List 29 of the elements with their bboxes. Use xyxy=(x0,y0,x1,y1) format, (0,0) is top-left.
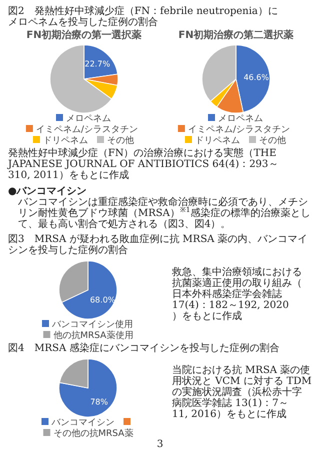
text: バンコマイシンは重症感染症や救命治療時に必須であり、メチシリン耐性黄色ブドウ球菌（MRSA）$^{※1}$感染症の標準的治療薬として、最も高い割合で処方される（図3、図4）。 xyxy=(17,196,310,230)
legend-label: メロペネム xyxy=(66,114,111,124)
legend-label: ドリペネム xyxy=(195,136,240,146)
text: ●バンコマイシン xyxy=(8,186,87,197)
chart-subtitle: FN初期治療の第一選択薬 xyxy=(26,29,142,41)
legend-label: イミペネム/シラスタチン xyxy=(188,125,290,135)
pie-slice xyxy=(58,358,118,418)
legend-label: バンコマイシン xyxy=(50,418,114,428)
data-label: 22.7% xyxy=(84,60,110,69)
text: 3 xyxy=(156,439,164,450)
legend-label: その他 xyxy=(107,135,134,146)
data-label: 78% xyxy=(90,397,108,406)
chart-title: 図2 発熱性好中球減少症（FN：febrile neutropenia）にメロペネムを投与した症例の割合 xyxy=(8,5,278,28)
pie-slice xyxy=(61,260,118,320)
legend-label: イミペネム/シラスタチン xyxy=(36,125,138,135)
legend-label: バンコマイシン使用 xyxy=(51,319,133,330)
text: 当院における抗 MRSA 薬の使用状況と VCM に対する TDM の実施状況調査（浜松赤十字病院医学雑誌 13(1)：7～11, 2016）をもとに作成 xyxy=(172,364,315,420)
text: 救急、集中治療領域における抗菌薬適正使用の取り組み（日本外科感染症学会雑誌 17(4)：182～192, 2020）をもとに作成 xyxy=(171,266,302,322)
data-label: 68.0% xyxy=(90,295,116,304)
chart-title: 図4 MRSA 感染症にバンコマイシンを投与した症例の割合 xyxy=(8,342,280,354)
legend-label: その他 xyxy=(259,135,286,146)
chart-subtitle: FN初期治療の第二選択薬 xyxy=(178,29,294,41)
text: 発熱性好中球減少症（FN）の治療治療における実態（THE JAPANESE JOURNAL OF ANTIBIOTICS 64(4)：293～310, 2011）をもとに作成 xyxy=(7,147,280,181)
legend-label: メロペネム xyxy=(218,114,263,124)
legend-label: その他の抗MRSA薬 xyxy=(53,428,134,439)
legend-label: 他の抗MRSA薬使用 xyxy=(53,330,134,341)
data-label: 46.6% xyxy=(244,72,270,82)
legend-label: ドリペネム xyxy=(43,136,88,146)
text: 図3 MRSA が疑われる敗血症例に抗 MRSA 薬の内、バンコマイシンを投与した症例の割合 xyxy=(8,233,308,256)
